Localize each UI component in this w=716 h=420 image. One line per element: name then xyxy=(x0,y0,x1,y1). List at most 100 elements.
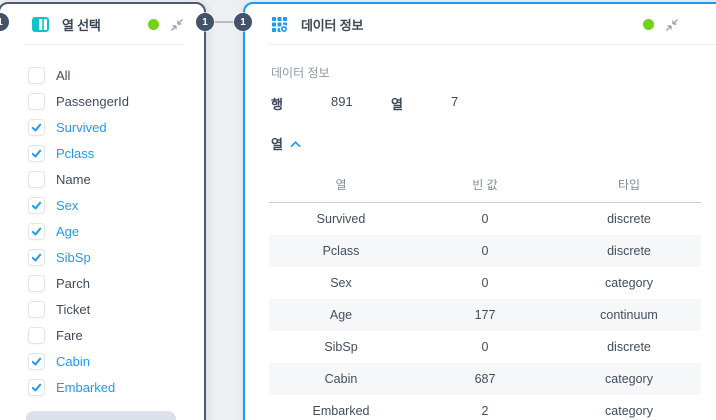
cell-missing: 2 xyxy=(481,404,489,418)
cell-type: continuum xyxy=(600,308,658,322)
check-icon xyxy=(31,201,42,209)
column-label: All xyxy=(56,67,71,83)
table-row: SibSp 0 discrete xyxy=(269,331,701,363)
shrink-icon[interactable] xyxy=(170,18,184,32)
data-info-section-label: 데이터 정보 xyxy=(271,66,330,80)
column-checkbox-row[interactable]: Name xyxy=(28,166,204,192)
table-header-row: 열 빈 값 타입 xyxy=(269,167,701,203)
checkbox[interactable] xyxy=(28,300,45,318)
column-label: Fare xyxy=(56,327,83,343)
node-connection-line xyxy=(204,21,244,23)
checkbox[interactable] xyxy=(28,118,45,136)
cell-column: Sex xyxy=(330,276,352,290)
header-type: 타입 xyxy=(617,178,641,192)
column-checkbox-row[interactable]: PassengerId xyxy=(28,88,204,114)
cell-column: Cabin xyxy=(324,372,358,386)
cell-type: category xyxy=(605,404,653,418)
column-checkbox-row[interactable]: Embarked xyxy=(28,374,204,400)
column-checkbox-list: All PassengerId Survived Pclass xyxy=(0,45,204,400)
check-icon xyxy=(31,123,42,131)
data-shape-stats: 행 891 열 7 xyxy=(271,94,716,113)
rows-value: 891 xyxy=(331,94,353,109)
column-checkbox-row[interactable]: Parch xyxy=(28,270,204,296)
cell-column: Embarked xyxy=(312,404,370,418)
checkbox[interactable] xyxy=(28,248,45,266)
checkbox[interactable] xyxy=(28,66,45,84)
panel-title: 열 선택 xyxy=(62,18,101,33)
cell-column: Survived xyxy=(316,212,366,226)
checkbox[interactable] xyxy=(28,144,45,162)
column-label: Parch xyxy=(56,275,90,291)
shrink-icon[interactable] xyxy=(665,18,679,32)
input-port-badge[interactable]: 1 xyxy=(234,13,252,31)
column-label: PassengerId xyxy=(56,93,129,109)
cell-column: Pclass xyxy=(322,244,360,258)
input-port-badge[interactable]: 1 xyxy=(0,13,9,31)
column-checkbox-row[interactable]: All xyxy=(28,62,204,88)
cell-missing: 0 xyxy=(481,276,489,290)
cell-missing: 0 xyxy=(481,340,489,354)
columns-icon xyxy=(32,17,49,32)
column-checkbox-row[interactable]: Sex xyxy=(28,192,204,218)
data-info-panel: 데이터 정보 데이터 정보 행 891 열 7 열 xyxy=(243,2,716,420)
check-icon xyxy=(31,253,42,261)
checkbox[interactable] xyxy=(28,352,45,370)
status-dot xyxy=(643,19,654,30)
checkbox[interactable] xyxy=(28,170,45,188)
check-icon xyxy=(31,227,42,235)
column-label: Pclass xyxy=(56,145,95,161)
check-icon xyxy=(31,357,42,365)
table-row: Embarked 2 category xyxy=(269,395,701,420)
data-info-header[interactable]: 데이터 정보 xyxy=(245,4,716,45)
table-row: Survived 0 discrete xyxy=(269,203,701,235)
checkbox[interactable] xyxy=(28,274,45,292)
column-label: Name xyxy=(56,171,91,187)
column-label: Ticket xyxy=(56,301,91,317)
cols-value: 7 xyxy=(451,94,459,109)
cell-type: discrete xyxy=(607,244,651,258)
column-checkbox-row[interactable]: Survived xyxy=(28,114,204,140)
header-column: 열 xyxy=(335,178,347,192)
table-row: Age 177 continuum xyxy=(269,299,701,331)
checkbox[interactable] xyxy=(28,92,45,110)
column-checkbox-row[interactable]: Fare xyxy=(28,322,204,348)
column-info-table: 열 빈 값 타입 Survived 0 discrete Pclass 0 di… xyxy=(269,167,701,420)
status-dot xyxy=(148,19,159,30)
table-body: Survived 0 discrete Pclass 0 discrete Se… xyxy=(269,203,701,420)
cell-column: Age xyxy=(329,308,353,322)
cols-label: 열 xyxy=(391,97,403,112)
chevron-up-icon xyxy=(290,140,301,147)
output-port-badge[interactable]: 1 xyxy=(196,13,214,31)
cell-type: category xyxy=(605,276,653,290)
checkbox[interactable] xyxy=(28,378,45,396)
column-label: SibSp xyxy=(56,249,91,265)
columns-section-toggle[interactable]: 열 xyxy=(271,134,716,153)
panel-title: 데이터 정보 xyxy=(301,18,364,33)
apply-button[interactable] xyxy=(26,411,176,420)
column-label: Sex xyxy=(56,197,79,213)
rows-label: 행 xyxy=(271,97,283,112)
data-table-icon xyxy=(272,17,288,33)
column-checkbox-row[interactable]: SibSp xyxy=(28,244,204,270)
cell-column: SibSp xyxy=(324,340,358,354)
table-row: Pclass 0 discrete xyxy=(269,235,701,267)
checkbox[interactable] xyxy=(28,326,45,344)
checkbox[interactable] xyxy=(28,222,45,240)
column-checkbox-row[interactable]: Age xyxy=(28,218,204,244)
column-checkbox-row[interactable]: Cabin xyxy=(28,348,204,374)
checkbox[interactable] xyxy=(28,196,45,214)
header-missing: 빈 값 xyxy=(472,178,498,192)
cell-type: discrete xyxy=(607,212,651,226)
cell-type: discrete xyxy=(607,340,651,354)
cell-type: category xyxy=(605,372,653,386)
table-row: Sex 0 category xyxy=(269,267,701,299)
column-select-header[interactable]: 열 선택 xyxy=(0,4,204,45)
cell-missing: 687 xyxy=(474,372,496,386)
column-label: Age xyxy=(56,223,80,239)
column-checkbox-row[interactable]: Ticket xyxy=(28,296,204,322)
column-checkbox-row[interactable]: Pclass xyxy=(28,140,204,166)
columns-section-label: 열 xyxy=(271,137,283,152)
column-label: Survived xyxy=(56,119,107,135)
table-row: Cabin 687 category xyxy=(269,363,701,395)
